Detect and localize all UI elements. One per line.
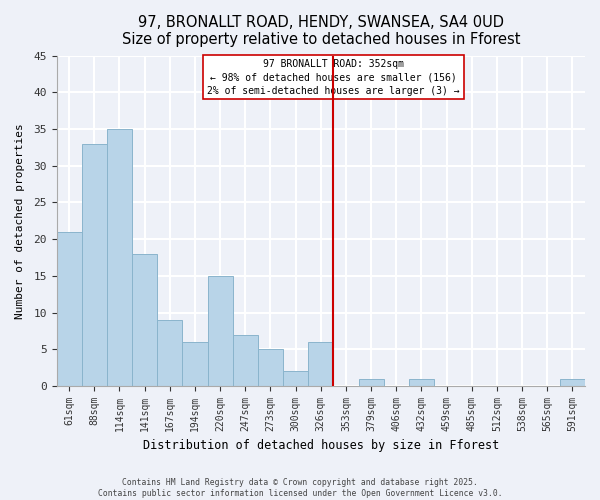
Bar: [308, 342, 334, 386]
Text: 97 BRONALLT ROAD: 352sqm
← 98% of detached houses are smaller (156)
2% of semi-d: 97 BRONALLT ROAD: 352sqm ← 98% of detach…: [207, 59, 460, 96]
Title: 97, BRONALLT ROAD, HENDY, SWANSEA, SA4 0UD
Size of property relative to detached: 97, BRONALLT ROAD, HENDY, SWANSEA, SA4 0…: [122, 15, 520, 48]
X-axis label: Distribution of detached houses by size in Fforest: Distribution of detached houses by size …: [143, 440, 499, 452]
Bar: [107, 129, 132, 386]
Bar: [82, 144, 107, 386]
Bar: [208, 276, 233, 386]
Bar: [283, 372, 308, 386]
Bar: [233, 335, 258, 386]
Bar: [132, 254, 157, 386]
Bar: [157, 320, 182, 386]
Bar: [182, 342, 208, 386]
Bar: [56, 232, 82, 386]
Bar: [359, 379, 383, 386]
Bar: [258, 350, 283, 386]
Bar: [409, 379, 434, 386]
Y-axis label: Number of detached properties: Number of detached properties: [15, 123, 25, 318]
Bar: [560, 379, 585, 386]
Text: Contains HM Land Registry data © Crown copyright and database right 2025.
Contai: Contains HM Land Registry data © Crown c…: [98, 478, 502, 498]
